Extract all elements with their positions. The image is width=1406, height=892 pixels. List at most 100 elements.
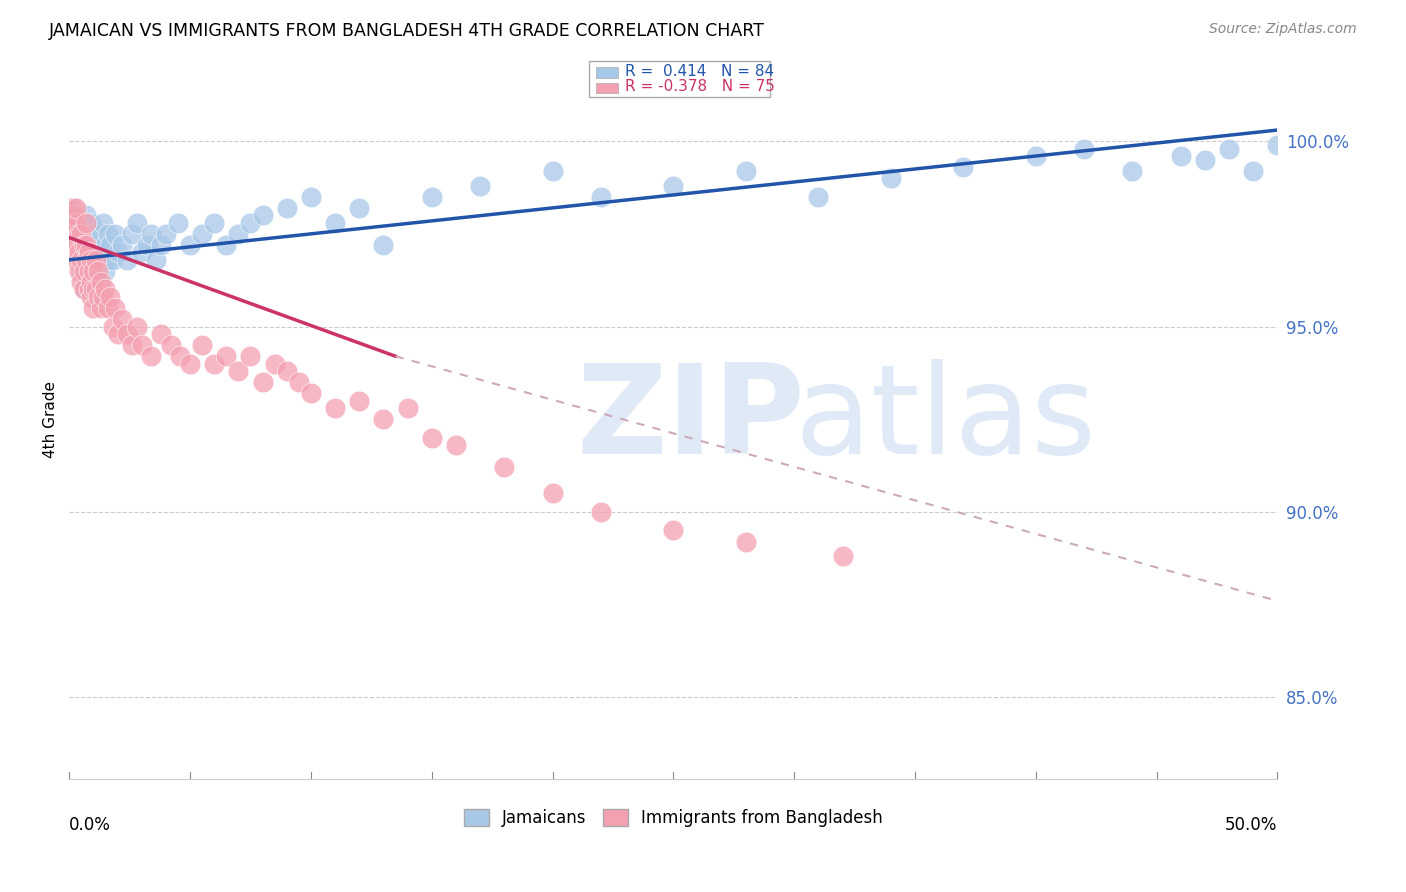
Text: R = -0.378   N = 75: R = -0.378 N = 75 xyxy=(626,79,775,95)
Point xyxy=(84,283,107,297)
Point xyxy=(169,349,191,363)
Point xyxy=(65,201,87,215)
Point xyxy=(396,401,419,416)
Point xyxy=(263,357,285,371)
Point xyxy=(191,338,214,352)
Point xyxy=(98,238,121,252)
Point xyxy=(73,238,96,252)
Point xyxy=(141,227,163,241)
Point xyxy=(589,190,612,204)
Point xyxy=(179,238,201,252)
Point xyxy=(70,264,93,278)
Point xyxy=(65,208,87,222)
Point xyxy=(734,534,756,549)
Point xyxy=(90,252,112,267)
Point xyxy=(75,238,97,252)
Point xyxy=(1025,149,1047,163)
Point xyxy=(141,349,163,363)
Point xyxy=(589,505,612,519)
Point xyxy=(276,364,298,378)
Point xyxy=(215,349,238,363)
Point xyxy=(228,364,250,378)
Point xyxy=(101,319,124,334)
Point xyxy=(65,227,87,241)
Point xyxy=(63,208,86,222)
Point xyxy=(252,375,274,389)
Point xyxy=(67,227,90,241)
Point xyxy=(70,275,93,289)
Point xyxy=(80,238,103,252)
Point xyxy=(82,301,104,315)
Point xyxy=(80,275,103,289)
Point xyxy=(121,338,143,352)
Point xyxy=(155,227,177,241)
Point xyxy=(75,216,97,230)
Point xyxy=(82,264,104,278)
Point xyxy=(115,252,138,267)
Point xyxy=(70,227,93,241)
Point xyxy=(67,238,90,252)
Point xyxy=(179,357,201,371)
Point xyxy=(145,252,167,267)
Text: ZIP: ZIP xyxy=(576,359,806,480)
Point xyxy=(87,264,110,278)
Point xyxy=(84,238,107,252)
Point xyxy=(82,245,104,260)
Point xyxy=(323,401,346,416)
Point xyxy=(135,238,157,252)
Point xyxy=(420,431,443,445)
Point xyxy=(90,227,112,241)
Text: JAMAICAN VS IMMIGRANTS FROM BANGLADESH 4TH GRADE CORRELATION CHART: JAMAICAN VS IMMIGRANTS FROM BANGLADESH 4… xyxy=(49,22,765,40)
Point xyxy=(87,264,110,278)
Point xyxy=(91,245,114,260)
Text: 50.0%: 50.0% xyxy=(1225,816,1278,834)
Point xyxy=(373,238,395,252)
Point xyxy=(191,227,214,241)
Point xyxy=(65,252,87,267)
Point xyxy=(121,227,143,241)
Point xyxy=(75,252,97,267)
Point xyxy=(94,264,117,278)
Point xyxy=(215,238,238,252)
Bar xyxy=(596,83,617,94)
Point xyxy=(1194,153,1216,167)
Point xyxy=(73,264,96,278)
Point xyxy=(541,486,564,500)
Point xyxy=(82,264,104,278)
Point xyxy=(73,264,96,278)
Point xyxy=(77,283,100,297)
Point xyxy=(77,264,100,278)
Point xyxy=(80,252,103,267)
Point xyxy=(104,227,127,241)
Point xyxy=(87,245,110,260)
Point xyxy=(347,201,370,215)
Point xyxy=(70,245,93,260)
Point xyxy=(1241,164,1264,178)
Point xyxy=(494,460,516,475)
Point xyxy=(373,412,395,426)
Point xyxy=(65,216,87,230)
Point xyxy=(101,252,124,267)
Point xyxy=(63,216,86,230)
Point xyxy=(63,201,86,215)
Point xyxy=(73,238,96,252)
Point xyxy=(63,238,86,252)
Point xyxy=(202,357,225,371)
Point xyxy=(1121,164,1143,178)
Point xyxy=(107,326,129,341)
Point xyxy=(82,227,104,241)
Point xyxy=(288,375,311,389)
Point xyxy=(150,238,173,252)
Point xyxy=(107,245,129,260)
Point xyxy=(831,549,853,564)
Point xyxy=(75,252,97,267)
Point xyxy=(97,252,120,267)
Point xyxy=(67,264,90,278)
Point xyxy=(90,275,112,289)
Point xyxy=(880,171,903,186)
Point xyxy=(80,252,103,267)
Point xyxy=(125,319,148,334)
Point xyxy=(67,245,90,260)
Point xyxy=(1170,149,1192,163)
Point xyxy=(167,216,190,230)
